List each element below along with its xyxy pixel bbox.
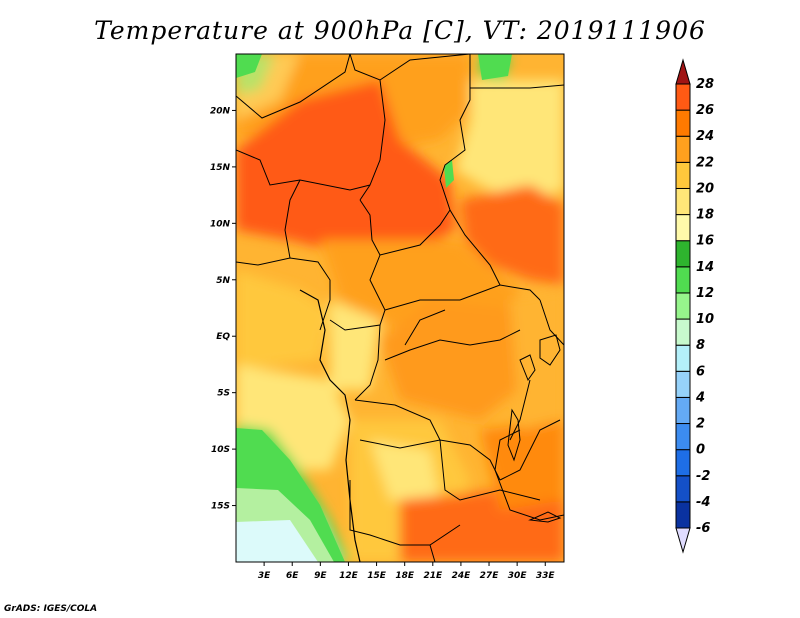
colorbar-bin xyxy=(675,344,691,372)
colorbar-bin xyxy=(675,396,691,425)
colorbar-label: 2 xyxy=(696,417,705,432)
x-tick-label: 3E xyxy=(258,571,271,581)
colorbar-label: -6 xyxy=(696,521,710,536)
x-tick-label: 15E xyxy=(367,571,387,581)
colorbar-label: 18 xyxy=(696,208,714,223)
colorbar-label: 14 xyxy=(696,260,714,275)
grads-credit: GrADS: IGES/COLA xyxy=(4,604,98,614)
map-frame xyxy=(235,53,565,563)
y-tick-label: 10N xyxy=(210,219,231,229)
x-tick-label: 27E xyxy=(480,571,500,581)
y-tick-label: 15N xyxy=(210,163,231,173)
colorbar-label: 20 xyxy=(696,181,714,196)
colorbar-bin xyxy=(675,292,691,320)
colorbar-bin xyxy=(675,161,691,189)
colorbar-label: 12 xyxy=(696,286,714,301)
x-tick-label: 30E xyxy=(508,571,528,581)
x-tick-label: 33E xyxy=(536,571,556,581)
colorbar-bin xyxy=(675,109,691,137)
colorbar-bin xyxy=(675,240,691,268)
x-tick-label: 9E xyxy=(314,571,327,581)
y-tick-label: 5S xyxy=(217,389,230,399)
x-axis-ticks: 3E 6E 9E 12E 15E 18E 21E 24E 27E 30E 33E xyxy=(258,562,556,581)
y-tick-label: EQ xyxy=(216,332,230,342)
y-axis-ticks: 20N 15N 10N 5N EQ 5S 10S 15S xyxy=(210,106,236,512)
colorbar-under-triangle xyxy=(675,527,691,554)
colorbar-label: 28 xyxy=(696,77,714,92)
colorbar-bin xyxy=(675,187,691,216)
colorbar-label: 4 xyxy=(695,390,705,405)
y-tick-label: 20N xyxy=(210,106,231,116)
colorbar-label: 8 xyxy=(696,338,705,353)
colorbar-bin xyxy=(675,318,691,346)
x-tick-label: 24E xyxy=(452,571,472,581)
colorbar-bin xyxy=(675,501,691,529)
colorbar-bin xyxy=(675,423,691,451)
temperature-field xyxy=(236,54,564,562)
colorbar-label: 0 xyxy=(696,443,705,458)
colorbar-label: 10 xyxy=(696,312,714,327)
y-tick-label: 15S xyxy=(211,502,230,512)
map-title: Temperature at 900hPa [C], VT: 201911190… xyxy=(94,16,706,45)
colorbar-over-triangle xyxy=(675,58,691,85)
colorbar-bin xyxy=(675,475,691,503)
y-tick-label: 10S xyxy=(211,445,230,455)
colorbar-label: 6 xyxy=(696,364,705,379)
colorbar-label: 24 xyxy=(696,129,714,144)
colorbar-bin xyxy=(675,266,691,294)
colorbar-label: 16 xyxy=(696,234,714,249)
colorbar-label: 26 xyxy=(696,103,714,118)
x-tick-label: 6E xyxy=(286,571,299,581)
x-tick-label: 12E xyxy=(339,571,359,581)
colorbar-label: 22 xyxy=(696,155,714,170)
colorbar-bin xyxy=(675,370,691,398)
colorbar-bin xyxy=(675,214,691,242)
colorbar-label: -4 xyxy=(696,495,710,510)
colorbar-bin xyxy=(675,83,691,111)
x-tick-label: 21E xyxy=(423,571,443,581)
x-tick-label: 18E xyxy=(395,571,415,581)
country-boundaries xyxy=(236,54,564,562)
colorbar-bin xyxy=(675,135,691,163)
y-tick-label: 5N xyxy=(216,276,230,286)
colorbar-bin xyxy=(675,449,691,477)
colorbar-label: -2 xyxy=(696,469,710,484)
